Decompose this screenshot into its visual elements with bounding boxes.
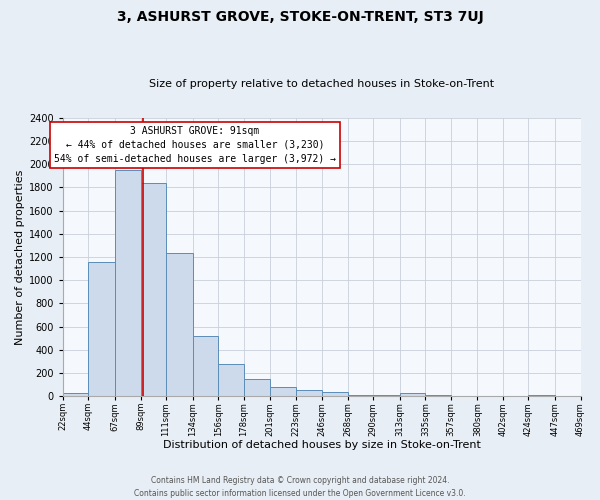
Bar bbox=[166, 254, 193, 396]
Bar bbox=[218, 364, 244, 396]
Text: 3, ASHURST GROVE, STOKE-ON-TRENT, ST3 7UJ: 3, ASHURST GROVE, STOKE-ON-TRENT, ST3 7U… bbox=[116, 10, 484, 24]
X-axis label: Distribution of detached houses by size in Stoke-on-Trent: Distribution of detached houses by size … bbox=[163, 440, 481, 450]
Bar bbox=[296, 390, 322, 396]
Bar bbox=[244, 379, 270, 396]
Bar bbox=[140, 182, 166, 396]
Bar bbox=[88, 262, 115, 396]
Bar bbox=[115, 170, 140, 396]
Bar bbox=[193, 336, 218, 396]
Text: Contains HM Land Registry data © Crown copyright and database right 2024.
Contai: Contains HM Land Registry data © Crown c… bbox=[134, 476, 466, 498]
Bar bbox=[348, 394, 373, 396]
Bar bbox=[63, 393, 88, 396]
Bar bbox=[373, 395, 400, 396]
Bar bbox=[400, 393, 425, 396]
Text: 3 ASHURST GROVE: 91sqm
← 44% of detached houses are smaller (3,230)
54% of semi-: 3 ASHURST GROVE: 91sqm ← 44% of detached… bbox=[54, 126, 336, 164]
Y-axis label: Number of detached properties: Number of detached properties bbox=[15, 170, 25, 344]
Bar bbox=[322, 392, 348, 396]
Title: Size of property relative to detached houses in Stoke-on-Trent: Size of property relative to detached ho… bbox=[149, 79, 494, 89]
Bar bbox=[270, 387, 296, 396]
